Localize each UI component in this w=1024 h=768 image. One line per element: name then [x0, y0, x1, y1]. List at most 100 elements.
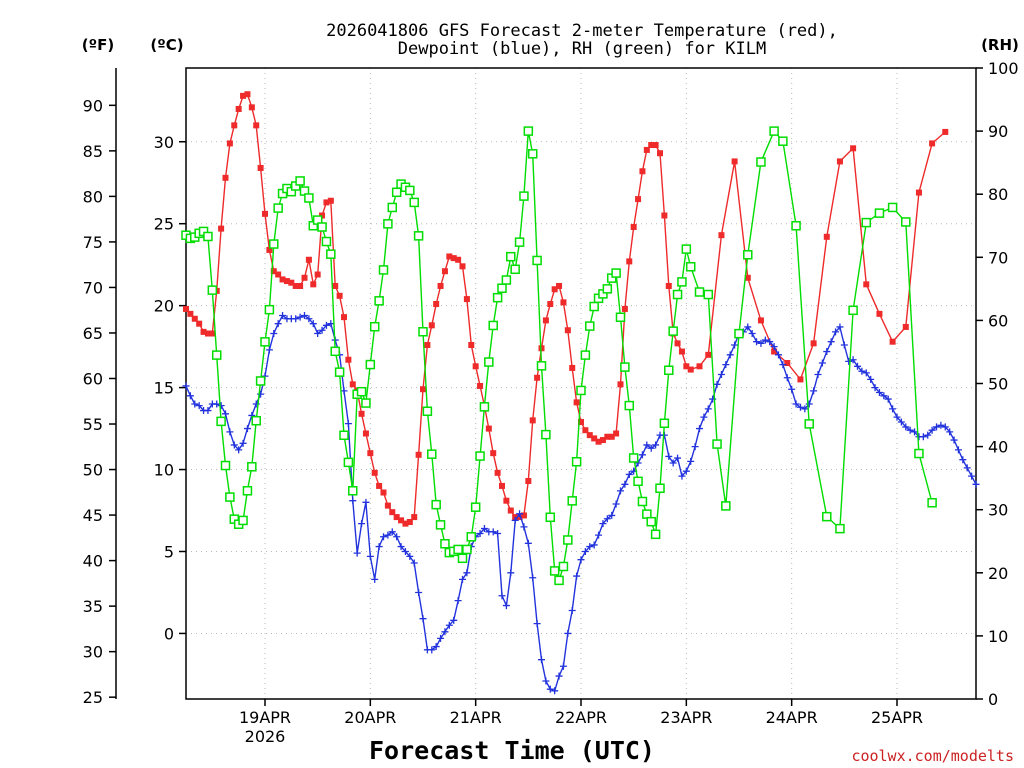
temperature-point — [459, 263, 466, 270]
rh-point — [264, 304, 275, 315]
fahrenheit-tick-label: 90 — [83, 96, 103, 115]
series-dewpoint — [182, 311, 980, 695]
dewpoint-point — [555, 672, 563, 680]
rh-point — [506, 251, 516, 262]
credit-text: coolwx.com/modelts — [851, 747, 1014, 765]
fahrenheit-tick-label: 35 — [83, 597, 103, 616]
rh-point — [685, 262, 696, 272]
rh-tick-label: 0 — [988, 690, 998, 709]
rh-point — [391, 187, 402, 198]
celsius-tick-label: 25 — [154, 215, 174, 234]
dewpoint-point — [796, 403, 804, 411]
temperature-point — [183, 305, 189, 312]
rh-point — [633, 476, 643, 487]
temperature-point — [560, 299, 567, 306]
temperature-point — [266, 246, 273, 253]
rh-point — [901, 217, 911, 227]
dewpoint-point — [814, 370, 822, 378]
series-line — [185, 129, 933, 583]
temperature-point — [310, 281, 317, 288]
temperature-point — [863, 281, 870, 288]
dewpoint-point — [213, 400, 221, 408]
dewpoint-point — [279, 311, 287, 319]
dewpoint-point — [959, 456, 967, 464]
rh-point — [225, 492, 235, 502]
temperature-point — [850, 145, 857, 152]
temperature-point — [635, 196, 642, 203]
dewpoint-point — [432, 643, 440, 651]
dewpoint-point — [415, 588, 423, 596]
dewpoint-point — [480, 525, 488, 533]
dewpoint-point — [388, 528, 396, 536]
rh-point — [563, 535, 573, 545]
rh-point — [203, 231, 213, 242]
temperature-point — [402, 520, 409, 527]
temperature-point — [823, 233, 830, 240]
temperature-point — [332, 282, 339, 289]
temperature-point — [485, 425, 492, 432]
temperature-point — [810, 340, 817, 347]
dewpoint-point — [524, 539, 532, 547]
rh-point — [571, 456, 582, 467]
rh-tick-label: 70 — [988, 248, 1008, 267]
dewpoint-point — [309, 320, 317, 328]
dewpoint-point — [573, 572, 581, 580]
temperature-point — [270, 268, 277, 275]
rh-point — [356, 386, 367, 397]
dewpoint-point — [393, 533, 401, 541]
celsius-tick-label: 30 — [154, 133, 174, 152]
rh-point — [756, 157, 766, 167]
rh-point — [440, 539, 450, 549]
rh-point — [295, 176, 305, 186]
dewpoint-point — [836, 323, 844, 331]
dewpoint-point — [274, 320, 282, 328]
temperature-point — [942, 128, 949, 135]
fahrenheit-tick-label: 55 — [83, 415, 103, 434]
rh-point — [835, 523, 845, 534]
temperature-point — [696, 363, 703, 370]
dewpoint-point — [880, 392, 888, 400]
temperature-point — [336, 292, 343, 299]
chart-title-line-1: 2026041806 GFS Forecast 2-meter Temperat… — [326, 21, 838, 41]
rh-point — [247, 462, 257, 472]
dewpoint-point — [867, 375, 875, 383]
dewpoint-point — [643, 441, 651, 449]
rh-point — [369, 321, 380, 332]
temperature-point — [613, 430, 620, 437]
rh-point — [365, 359, 376, 370]
dewpoint-point — [788, 385, 796, 393]
rh-point — [405, 185, 415, 196]
grid-lines — [186, 68, 976, 699]
temperature-point — [591, 435, 598, 442]
dewpoint-point — [538, 656, 545, 664]
rh-point — [510, 264, 520, 275]
temperature-point — [376, 482, 383, 489]
dewpoint-point — [731, 341, 739, 349]
dewpoint-point — [450, 616, 458, 624]
temperature-point — [705, 351, 712, 358]
dewpoint-point — [182, 382, 190, 390]
temperature-point — [196, 320, 203, 327]
temperature-point — [468, 341, 475, 348]
dewpoint-point — [222, 410, 229, 418]
dewpoint-point — [757, 339, 765, 347]
rh-point — [721, 501, 731, 511]
temperature-point — [384, 502, 391, 509]
x-tick-label: 22APR — [555, 708, 607, 727]
temperature-point — [235, 105, 242, 112]
temperature-point — [929, 140, 936, 147]
temperature-point — [358, 410, 365, 417]
x-axis-title: Forecast Time (UTC) — [369, 736, 655, 765]
dewpoint-point — [897, 418, 905, 426]
rh-point — [580, 350, 591, 360]
dewpoint-point — [186, 392, 194, 400]
dewpoint-point — [805, 400, 813, 408]
dewpoint-point — [704, 405, 712, 413]
temperature-point — [349, 381, 356, 388]
rh-tick-label: 30 — [988, 501, 1008, 520]
fahrenheit-tick-label: 80 — [83, 187, 103, 206]
temperature-point — [209, 330, 216, 337]
temperature-point — [297, 282, 304, 289]
rh-point — [927, 498, 937, 508]
dewpoint-point — [498, 592, 506, 600]
